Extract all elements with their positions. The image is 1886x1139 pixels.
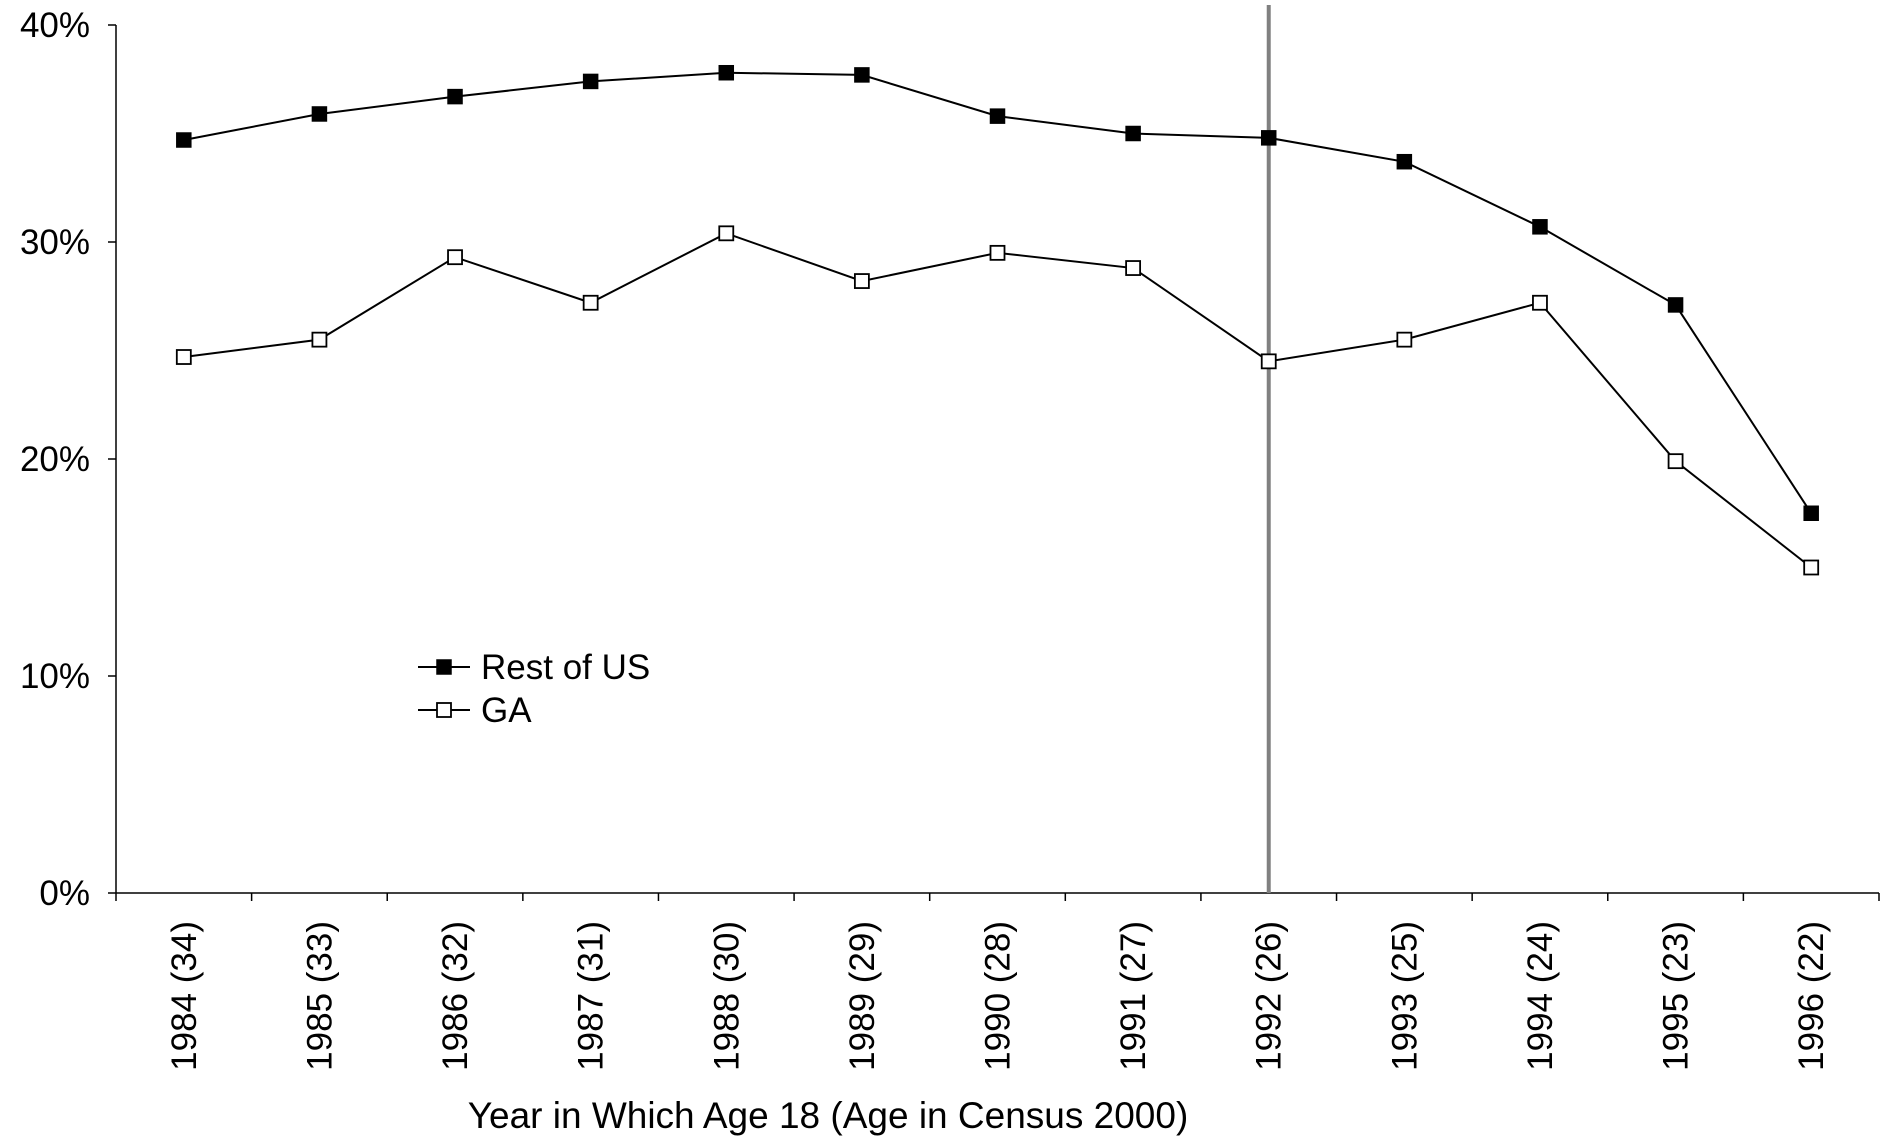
- x-tick-label: 1986 (32): [436, 921, 475, 1071]
- data-point-ga: [1532, 294, 1548, 311]
- series-line-rest-of-us: [183, 71, 1813, 514]
- data-point-ga: [447, 249, 463, 266]
- data-point-ga: [1667, 453, 1684, 470]
- y-tick-label: 10%: [20, 657, 90, 696]
- x-tick-label: 1988 (30): [707, 921, 746, 1071]
- data-point-ga: [1396, 331, 1413, 348]
- data-point-rest-of-us: [1125, 125, 1141, 142]
- y-tick-label: 40%: [20, 6, 90, 45]
- data-point-rest-of-us: [718, 64, 735, 81]
- x-tick-label: 1992 (26): [1250, 921, 1289, 1071]
- x-tick-label: 1996 (22): [1792, 921, 1831, 1071]
- data-point-ga: [1803, 559, 1820, 576]
- x-tick-label: 1990 (28): [979, 921, 1018, 1071]
- data-point-rest-of-us: [854, 67, 870, 83]
- data-point-ga: [582, 294, 599, 311]
- x-tick-label: 1985 (33): [300, 921, 339, 1071]
- data-point-ga: [175, 349, 192, 365]
- data-point-ga: [718, 225, 735, 242]
- y-tick-label: 20%: [20, 440, 90, 479]
- data-point-rest-of-us: [447, 88, 463, 105]
- x-tick-label: 1993 (25): [1385, 921, 1424, 1071]
- y-tick-label: 30%: [20, 223, 90, 262]
- data-point-ga: [989, 244, 1006, 261]
- x-axis-title: Year in Which Age 18 (Age in Census 2000…: [468, 1095, 1189, 1136]
- data-point-rest-of-us: [1667, 297, 1684, 313]
- legend-label-rest-of-us: Rest of US: [481, 648, 650, 687]
- legend-marker-rest-of-us: [436, 659, 452, 675]
- data-point-rest-of-us: [1803, 505, 1819, 521]
- data-point-ga: [1260, 353, 1277, 370]
- series-line-ga: [183, 232, 1812, 569]
- data-point-ga: [853, 273, 870, 289]
- x-tick-label: 1991 (27): [1114, 921, 1153, 1071]
- x-tick-label: 1995 (23): [1657, 921, 1696, 1071]
- legend: Rest of US GA: [418, 648, 650, 730]
- series-layer: [175, 64, 1820, 576]
- data-point-rest-of-us: [1260, 130, 1277, 146]
- data-point-rest-of-us: [1532, 219, 1548, 235]
- data-point-ga: [311, 331, 328, 348]
- data-point-rest-of-us: [176, 132, 192, 148]
- data-point-ga: [1125, 260, 1142, 276]
- data-point-rest-of-us: [1396, 153, 1413, 170]
- data-point-rest-of-us: [582, 73, 599, 90]
- x-tick-label: 1987 (31): [572, 921, 611, 1071]
- x-tick-label: 1989 (29): [843, 921, 882, 1071]
- legend-marker-ga: [436, 702, 452, 718]
- y-tick-label: 0%: [39, 874, 90, 913]
- x-tick-label: 1994 (24): [1521, 921, 1560, 1071]
- data-point-rest-of-us: [311, 106, 328, 122]
- legend-label-ga: GA: [481, 691, 532, 730]
- axes: 0% 10% 20% 30% 40% 1984 (34) 1985 (33) 1986 (32…: [20, 6, 1880, 1071]
- data-point-rest-of-us: [989, 108, 1006, 124]
- x-tick-label: 1984 (34): [165, 921, 204, 1071]
